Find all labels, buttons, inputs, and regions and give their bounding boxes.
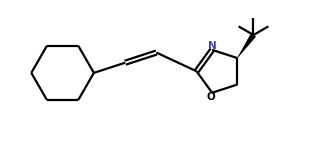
Text: N: N — [208, 41, 217, 51]
Polygon shape — [237, 33, 256, 58]
Text: O: O — [206, 92, 215, 102]
